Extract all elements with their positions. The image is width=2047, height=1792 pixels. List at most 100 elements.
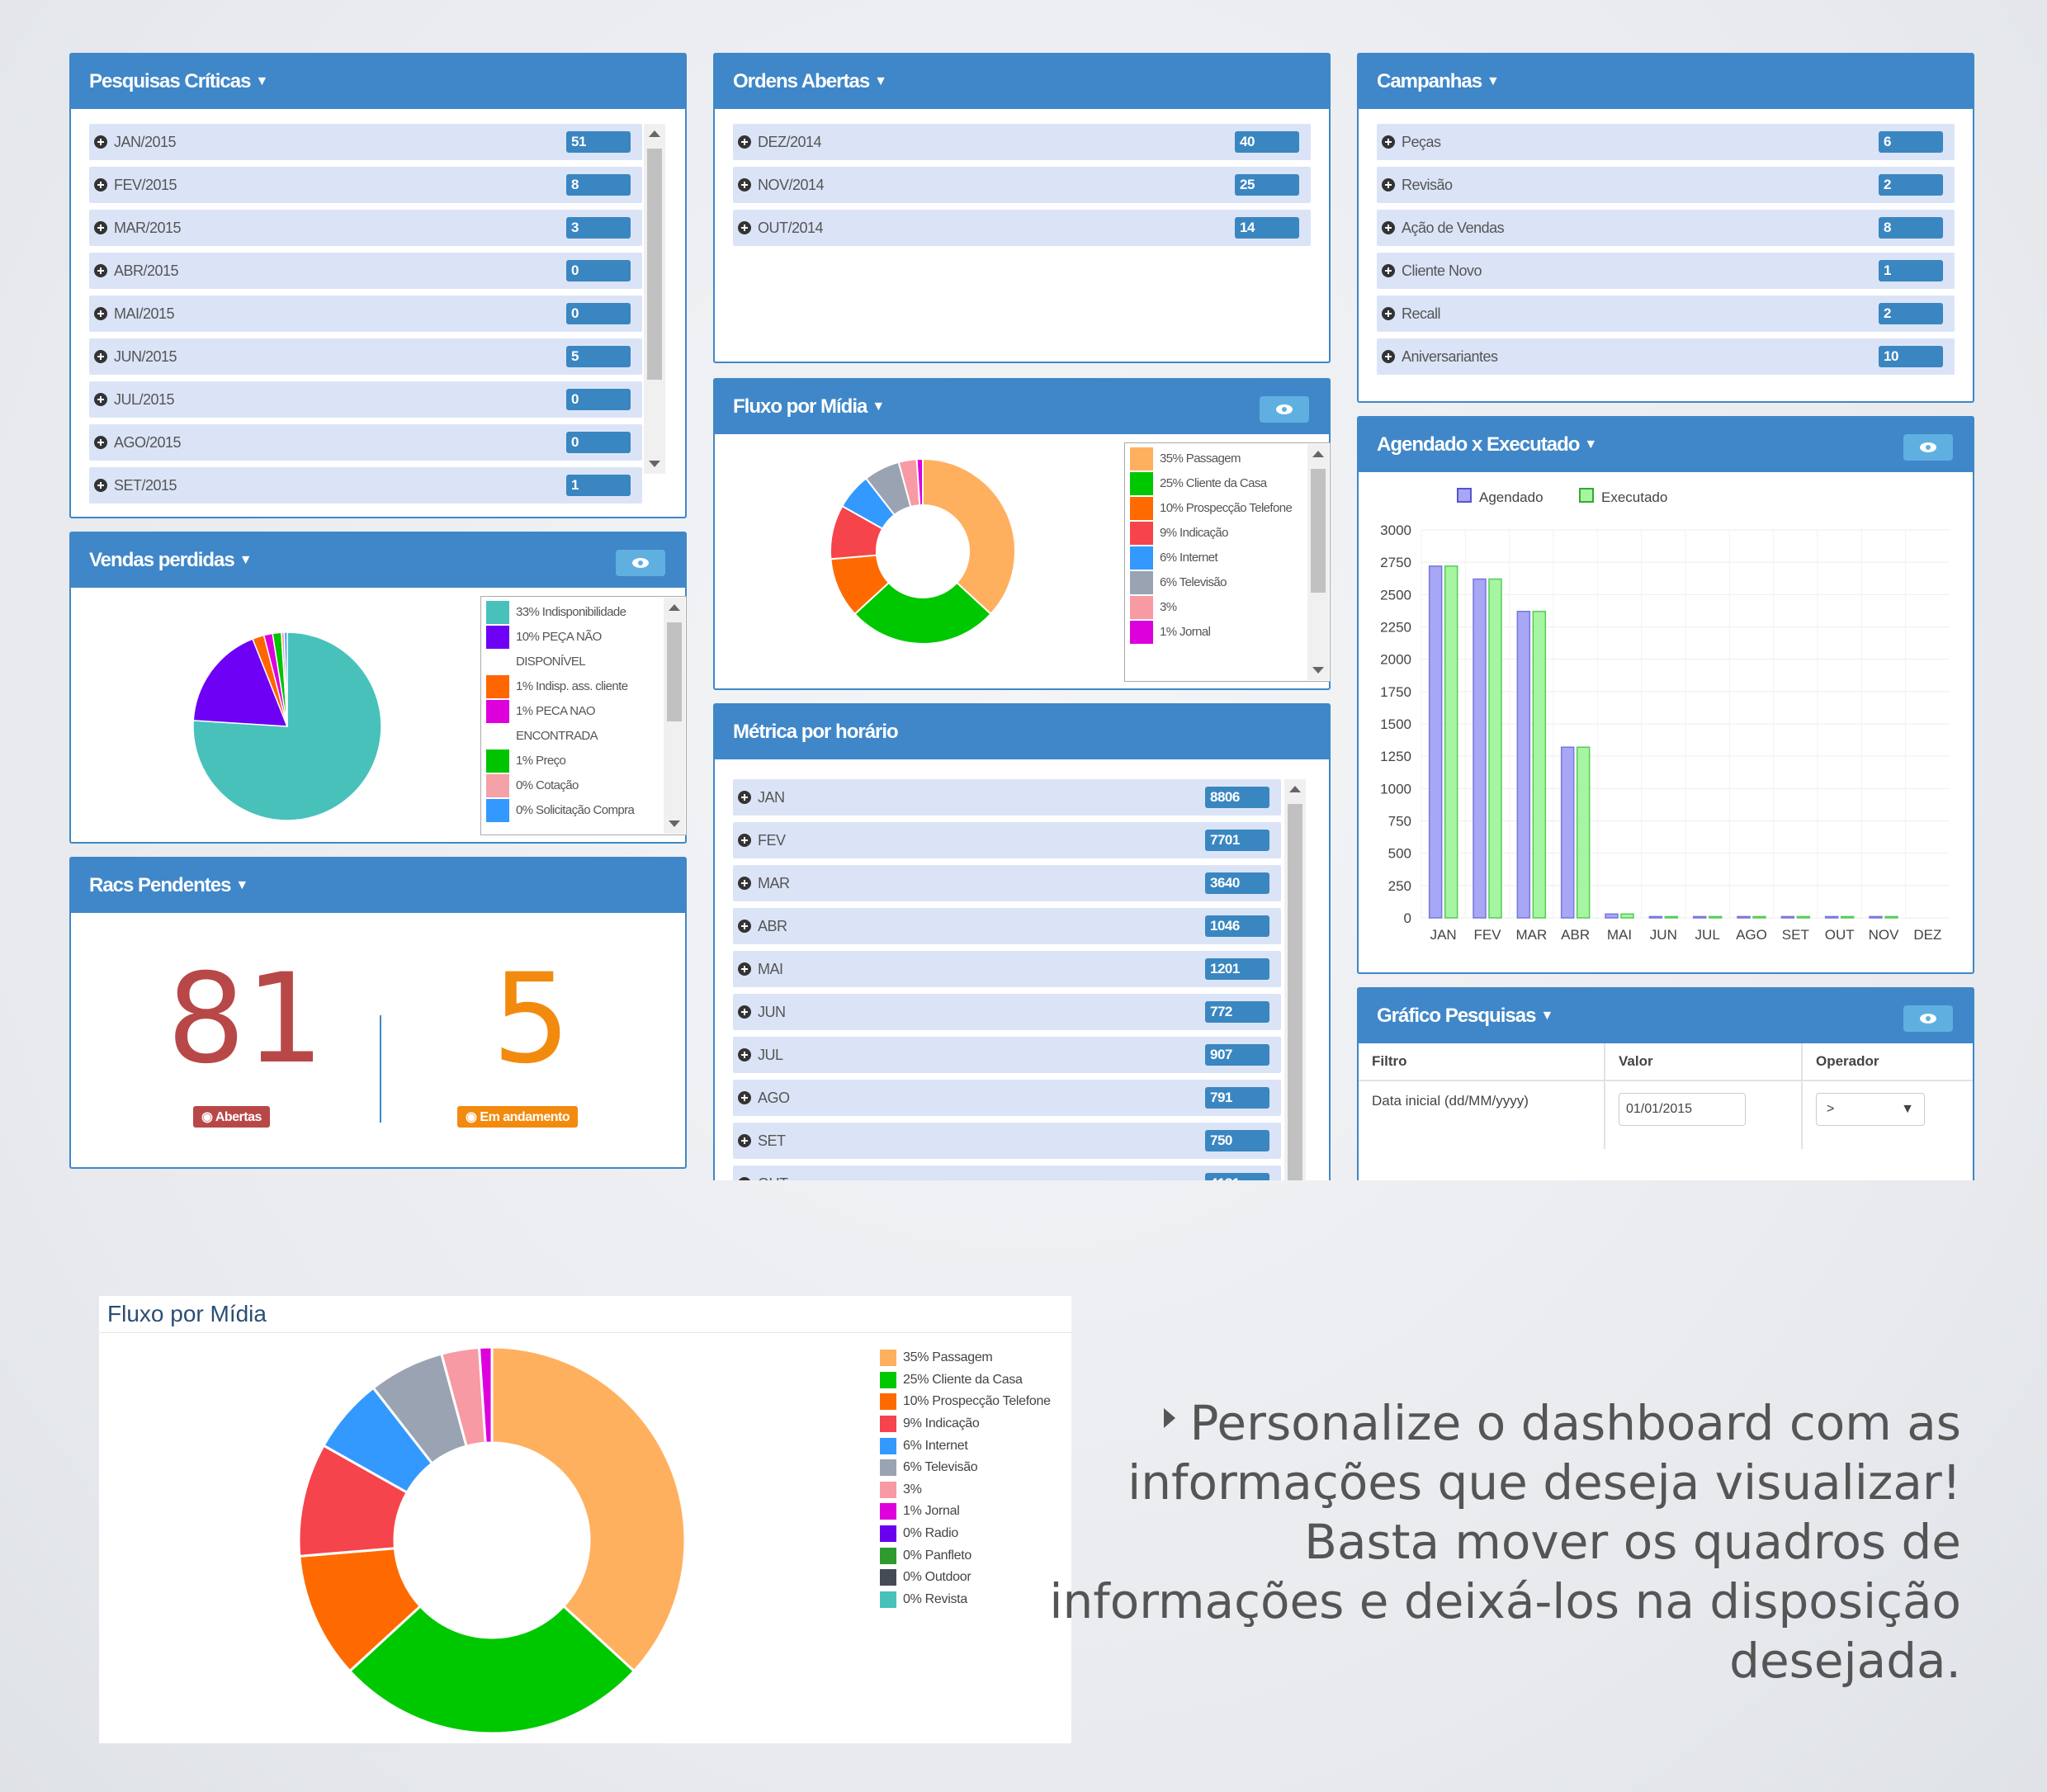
eye-button[interactable] bbox=[616, 550, 665, 576]
filter-icon[interactable]: ▼ bbox=[872, 400, 885, 414]
scroll-down-icon[interactable] bbox=[1312, 667, 1324, 674]
scrollbar[interactable] bbox=[644, 124, 665, 474]
scroll-up-icon[interactable] bbox=[649, 130, 660, 137]
list-item[interactable]: AGO 791 bbox=[733, 1080, 1281, 1116]
list-item[interactable]: SET 750 bbox=[733, 1123, 1281, 1159]
racs-abertas-button[interactable]: ◉ Abertas bbox=[193, 1106, 270, 1128]
list-item[interactable]: JUN/2015 5 bbox=[89, 338, 642, 375]
scroll-thumb[interactable] bbox=[647, 149, 662, 380]
list-item[interactable]: DEZ/2014 40 bbox=[733, 124, 1311, 160]
plus-circle-icon[interactable] bbox=[738, 1048, 751, 1061]
plus-circle-icon[interactable] bbox=[738, 221, 751, 234]
panel-header[interactable]: Ordens Abertas ▼ bbox=[715, 54, 1329, 109]
eye-button[interactable] bbox=[1260, 396, 1309, 423]
filter-icon[interactable]: ▼ bbox=[235, 878, 248, 892]
plus-circle-icon[interactable] bbox=[1382, 135, 1395, 149]
scrollbar[interactable] bbox=[664, 598, 685, 834]
scroll-up-icon[interactable] bbox=[1289, 786, 1301, 792]
list-item[interactable]: Recall 2 bbox=[1377, 296, 1955, 332]
plus-circle-icon[interactable] bbox=[738, 135, 751, 149]
count-badge: 25 bbox=[1235, 174, 1299, 196]
plus-circle-icon[interactable] bbox=[738, 1134, 751, 1147]
plus-circle-icon[interactable] bbox=[1382, 264, 1395, 277]
plus-circle-icon[interactable] bbox=[738, 1091, 751, 1104]
plus-circle-icon[interactable] bbox=[94, 436, 107, 449]
list-item[interactable]: MAR 3640 bbox=[733, 865, 1281, 901]
panel-header[interactable]: Campanhas ▼ bbox=[1359, 54, 1973, 109]
filter-icon[interactable]: ▼ bbox=[255, 74, 268, 88]
plus-circle-icon[interactable] bbox=[1382, 307, 1395, 320]
panel-header[interactable]: Métrica por horário bbox=[715, 705, 1329, 759]
eye-button[interactable] bbox=[1903, 1005, 1953, 1032]
list-item[interactable]: JAN/2015 51 bbox=[89, 124, 642, 160]
scroll-up-icon[interactable] bbox=[669, 604, 680, 611]
list-item[interactable]: MAR/2015 3 bbox=[89, 210, 642, 246]
plus-circle-icon[interactable] bbox=[94, 178, 107, 191]
list-item[interactable]: OUT 4131 bbox=[733, 1166, 1281, 1180]
divider bbox=[380, 1015, 381, 1123]
list-item[interactable]: Cliente Novo 1 bbox=[1377, 253, 1955, 289]
filter-icon[interactable]: ▼ bbox=[239, 553, 253, 567]
list-item[interactable]: SET/2015 1 bbox=[89, 467, 642, 504]
date-input[interactable]: 01/01/2015 bbox=[1619, 1093, 1746, 1126]
list-item[interactable]: OUT/2014 14 bbox=[733, 210, 1311, 246]
plus-circle-icon[interactable] bbox=[94, 135, 107, 149]
plus-circle-icon[interactable] bbox=[738, 834, 751, 847]
list-item[interactable]: FEV/2015 8 bbox=[89, 167, 642, 203]
panel-header[interactable]: Pesquisas Críticas ▼ bbox=[71, 54, 685, 109]
scroll-down-icon[interactable] bbox=[649, 461, 660, 467]
scroll-thumb[interactable] bbox=[1311, 469, 1326, 593]
plus-circle-icon[interactable] bbox=[738, 1177, 751, 1180]
list-item[interactable]: Aniversariantes 10 bbox=[1377, 338, 1955, 375]
legend-label: 25% Cliente da Casa bbox=[1160, 476, 1267, 490]
panel-header[interactable]: Racs Pendentes ▼ bbox=[71, 858, 685, 913]
list-item[interactable]: FEV 7701 bbox=[733, 822, 1281, 858]
panel-header[interactable]: Vendas perdidas ▼ bbox=[71, 533, 685, 588]
plus-circle-icon[interactable] bbox=[1382, 221, 1395, 234]
list-item[interactable]: JUL 907 bbox=[733, 1037, 1281, 1073]
list-item[interactable]: NOV/2014 25 bbox=[733, 167, 1311, 203]
plus-circle-icon[interactable] bbox=[738, 791, 751, 804]
filter-icon[interactable]: ▼ bbox=[1487, 74, 1500, 88]
list-item[interactable]: ABR 1046 bbox=[733, 908, 1281, 944]
panel-header[interactable]: Agendado x Executado ▼ bbox=[1359, 418, 1973, 472]
list-item[interactable]: Revisão 2 bbox=[1377, 167, 1955, 203]
list-item[interactable]: JUN 772 bbox=[733, 994, 1281, 1030]
plus-circle-icon[interactable] bbox=[738, 920, 751, 933]
plus-circle-icon[interactable] bbox=[738, 178, 751, 191]
list-item[interactable]: JUL/2015 0 bbox=[89, 381, 642, 418]
racs-andamento-button[interactable]: ◉ Em andamento bbox=[457, 1106, 579, 1128]
operator-select[interactable]: > ▼ bbox=[1816, 1093, 1925, 1126]
scrollbar[interactable] bbox=[1307, 444, 1329, 680]
plus-circle-icon[interactable] bbox=[94, 221, 107, 234]
list-item[interactable]: ABR/2015 0 bbox=[89, 253, 642, 289]
plus-circle-icon[interactable] bbox=[94, 350, 107, 363]
eye-icon bbox=[1920, 1014, 1936, 1024]
plus-circle-icon[interactable] bbox=[738, 1005, 751, 1019]
filter-icon[interactable]: ▼ bbox=[1584, 437, 1597, 452]
plus-circle-icon[interactable] bbox=[738, 877, 751, 890]
list-item[interactable]: JAN 8806 bbox=[733, 779, 1281, 816]
filter-icon[interactable]: ▼ bbox=[1540, 1009, 1553, 1023]
scrollbar[interactable] bbox=[1284, 779, 1306, 1180]
eye-button[interactable] bbox=[1903, 434, 1953, 461]
plus-circle-icon[interactable] bbox=[94, 264, 107, 277]
list-item[interactable]: MAI/2015 0 bbox=[89, 296, 642, 332]
panel-header[interactable]: Gráfico Pesquisas ▼ bbox=[1359, 989, 1973, 1043]
plus-circle-icon[interactable] bbox=[94, 393, 107, 406]
scroll-up-icon[interactable] bbox=[1312, 451, 1324, 457]
plus-circle-icon[interactable] bbox=[1382, 350, 1395, 363]
scroll-thumb[interactable] bbox=[667, 622, 682, 721]
plus-circle-icon[interactable] bbox=[738, 962, 751, 976]
list-item[interactable]: AGO/2015 0 bbox=[89, 424, 642, 461]
plus-circle-icon[interactable] bbox=[1382, 178, 1395, 191]
filter-icon[interactable]: ▼ bbox=[874, 74, 887, 88]
plus-circle-icon[interactable] bbox=[94, 479, 107, 492]
panel-header[interactable]: Fluxo por Mídia ▼ bbox=[715, 380, 1329, 434]
list-item[interactable]: Peças 6 bbox=[1377, 124, 1955, 160]
plus-circle-icon[interactable] bbox=[94, 307, 107, 320]
scroll-down-icon[interactable] bbox=[669, 820, 680, 827]
list-item[interactable]: MAI 1201 bbox=[733, 951, 1281, 987]
list-item[interactable]: Ação de Vendas 8 bbox=[1377, 210, 1955, 246]
scroll-thumb[interactable] bbox=[1288, 804, 1302, 1180]
